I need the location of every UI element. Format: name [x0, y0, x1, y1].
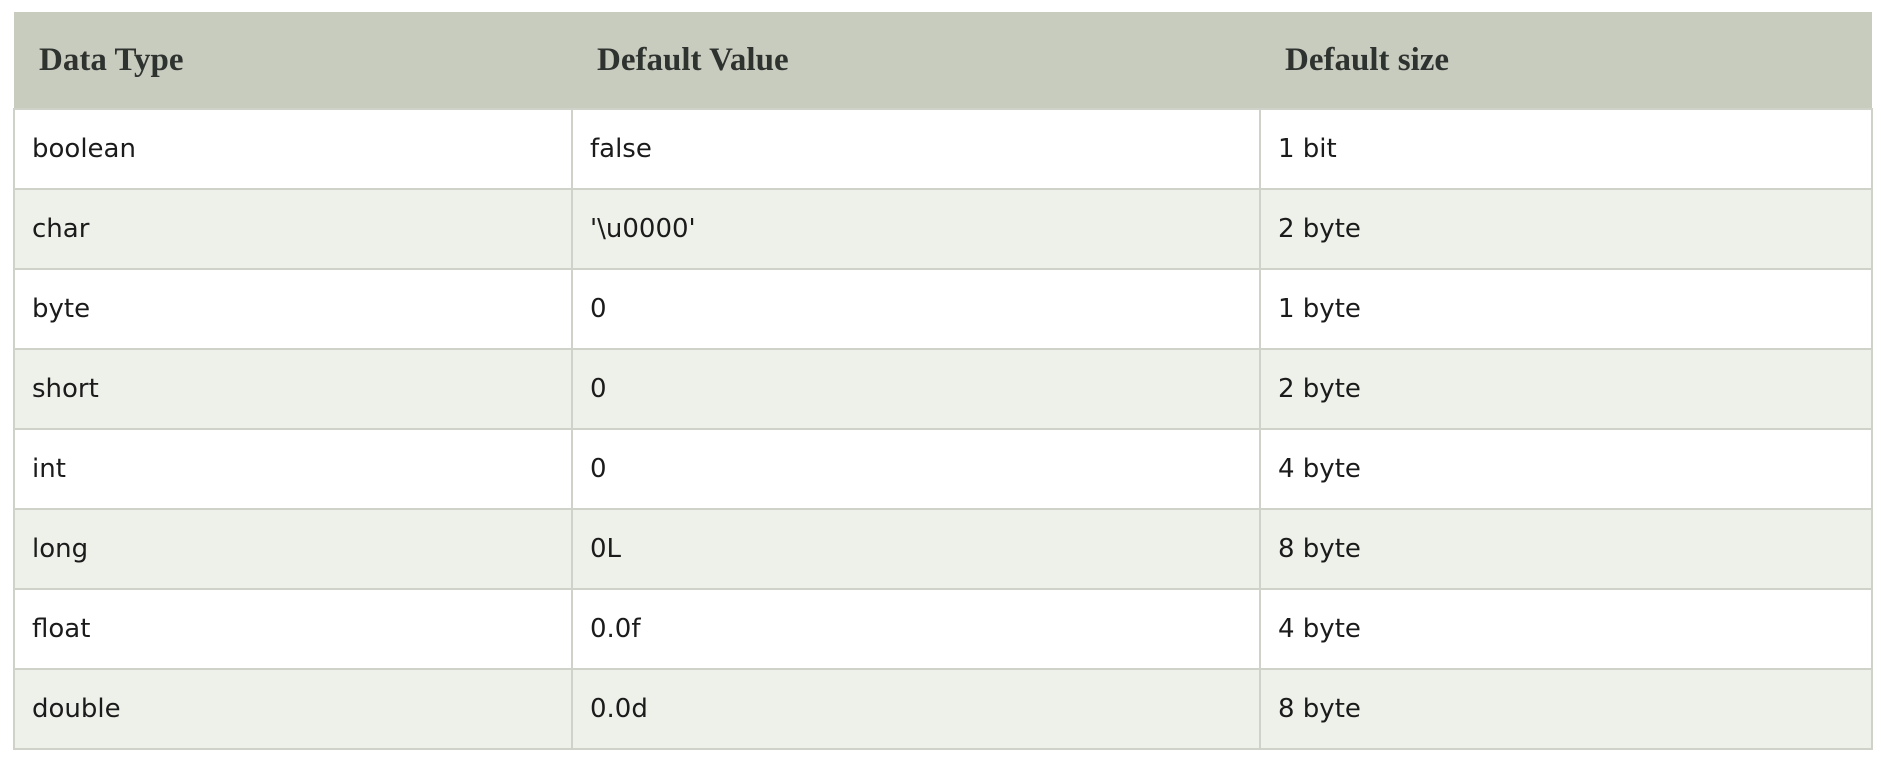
table-row: double 0.0d 8 byte	[13, 668, 1873, 750]
cell-data-type: long	[13, 508, 573, 590]
data-types-table-container: Data Type Default Value Default size boo…	[13, 12, 1873, 750]
cell-default-value: '\u0000'	[571, 188, 1261, 270]
table-row: float 0.0f 4 byte	[13, 588, 1873, 670]
cell-default-value: 0	[571, 428, 1261, 510]
cell-data-type: boolean	[13, 108, 573, 190]
cell-data-type: short	[13, 348, 573, 430]
cell-default-size: 4 byte	[1259, 588, 1873, 670]
table-row: byte 0 1 byte	[13, 268, 1873, 350]
table-header: Data Type Default Value Default size	[14, 12, 1872, 109]
cell-default-value: 0	[571, 268, 1261, 350]
cell-default-value: 0.0d	[571, 668, 1261, 750]
cell-default-size: 8 byte	[1259, 508, 1873, 590]
data-types-table: Data Type Default Value Default size boo…	[13, 12, 1873, 750]
table-row: short 0 2 byte	[13, 348, 1873, 430]
cell-default-size: 8 byte	[1259, 668, 1873, 750]
header-default-size: Default size	[1285, 41, 1450, 78]
cell-data-type: byte	[13, 268, 573, 350]
cell-default-size: 2 byte	[1259, 348, 1873, 430]
header-default-value: Default Value	[597, 41, 789, 78]
cell-default-value: 0	[571, 348, 1261, 430]
table-row: boolean false 1 bit	[13, 108, 1873, 190]
cell-default-value: 0L	[571, 508, 1261, 590]
cell-default-size: 1 bit	[1259, 108, 1873, 190]
table-row: char '\u0000' 2 byte	[13, 188, 1873, 270]
cell-default-value: false	[571, 108, 1261, 190]
cell-default-size: 1 byte	[1259, 268, 1873, 350]
cell-data-type: char	[13, 188, 573, 270]
table-row: int 0 4 byte	[13, 428, 1873, 510]
cell-default-size: 2 byte	[1259, 188, 1873, 270]
cell-data-type: double	[13, 668, 573, 750]
cell-data-type: int	[13, 428, 573, 510]
cell-data-type: float	[13, 588, 573, 670]
table-body: boolean false 1 bit char '\u0000' 2 byte…	[13, 108, 1873, 750]
table-row: long 0L 8 byte	[13, 508, 1873, 590]
header-row: Data Type Default Value Default size	[14, 12, 1872, 109]
cell-default-value: 0.0f	[571, 588, 1261, 670]
cell-default-size: 4 byte	[1259, 428, 1873, 510]
header-data-type: Data Type	[39, 41, 184, 78]
